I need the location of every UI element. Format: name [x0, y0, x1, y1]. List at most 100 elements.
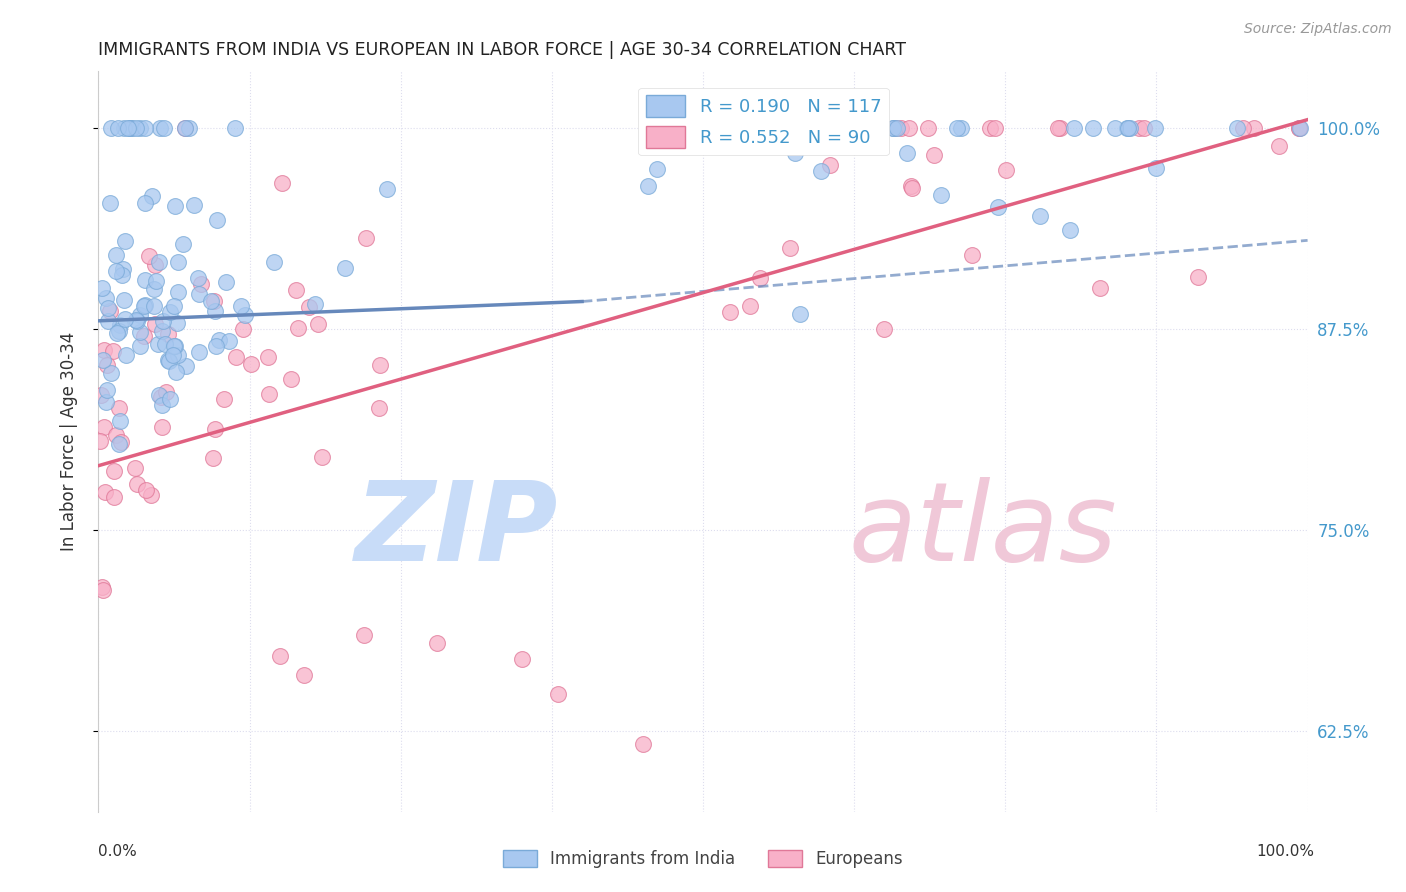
Point	[188, 345, 211, 359]
Point	[146, 337, 169, 351]
Point	[94, 484, 117, 499]
Point	[202, 294, 225, 309]
Point	[143, 317, 166, 331]
Point	[950, 120, 973, 135]
Point	[426, 636, 449, 650]
Point	[163, 339, 186, 353]
Point	[148, 255, 170, 269]
Point	[90, 387, 112, 401]
Point	[166, 316, 188, 330]
Point	[510, 652, 533, 666]
Point	[103, 344, 125, 359]
Point	[204, 422, 226, 436]
Point	[165, 199, 187, 213]
Point	[129, 339, 152, 353]
Point	[159, 392, 181, 407]
Text: 0.0%: 0.0%	[98, 845, 138, 859]
Point	[212, 392, 235, 406]
Point	[163, 299, 186, 313]
Point	[1059, 223, 1081, 237]
Point	[110, 434, 132, 449]
Point	[124, 120, 146, 135]
Point	[946, 120, 969, 135]
Point	[307, 317, 329, 331]
Point	[139, 487, 162, 501]
Point	[149, 390, 172, 404]
Point	[233, 308, 256, 322]
Point	[820, 158, 842, 172]
Point	[91, 353, 114, 368]
Point	[367, 401, 389, 415]
Point	[900, 179, 922, 194]
Point	[155, 385, 177, 400]
Point	[97, 301, 120, 315]
Point	[115, 348, 138, 362]
Point	[143, 282, 166, 296]
Point	[896, 145, 918, 160]
Point	[807, 120, 830, 135]
Point	[1232, 120, 1254, 135]
Point	[134, 298, 156, 312]
Point	[97, 314, 120, 328]
Point	[150, 398, 173, 412]
Point	[239, 357, 262, 371]
Point	[547, 687, 569, 701]
Point	[984, 120, 1007, 135]
Point	[1288, 120, 1310, 135]
Point	[897, 120, 920, 135]
Point	[1118, 120, 1140, 135]
Point	[100, 196, 122, 211]
Point	[173, 120, 195, 135]
Point	[960, 248, 983, 262]
Point	[157, 353, 180, 368]
Point	[257, 387, 280, 401]
Point	[287, 321, 309, 335]
Point	[125, 313, 148, 327]
Point	[356, 231, 378, 245]
Text: atlas: atlas	[848, 477, 1116, 584]
Point	[96, 291, 118, 305]
Point	[148, 120, 170, 135]
Point	[1116, 120, 1139, 135]
Point	[1243, 120, 1265, 135]
Point	[890, 120, 912, 135]
Point	[218, 334, 240, 348]
Point	[100, 303, 122, 318]
Point	[1081, 120, 1104, 135]
Point	[204, 339, 226, 353]
Point	[112, 293, 135, 307]
Point	[100, 120, 122, 135]
Point	[93, 420, 115, 434]
Point	[104, 264, 127, 278]
Point	[167, 347, 190, 361]
Point	[117, 120, 139, 135]
Point	[207, 212, 229, 227]
Point	[1049, 120, 1071, 135]
Point	[156, 327, 179, 342]
Point	[842, 120, 865, 135]
Point	[1063, 120, 1085, 135]
Point	[269, 648, 291, 663]
Point	[162, 348, 184, 362]
Point	[112, 261, 135, 276]
Point	[208, 334, 231, 348]
Point	[645, 161, 668, 176]
Point	[108, 437, 131, 451]
Point	[91, 281, 114, 295]
Point	[232, 322, 254, 336]
Point	[737, 120, 759, 135]
Point	[138, 249, 160, 263]
Point	[142, 299, 165, 313]
Point	[285, 283, 308, 297]
Point	[1115, 120, 1137, 135]
Point	[173, 120, 195, 135]
Point	[93, 582, 115, 597]
Point	[1143, 120, 1166, 135]
Point	[229, 300, 252, 314]
Point	[204, 304, 226, 318]
Point	[111, 268, 134, 283]
Point	[145, 274, 167, 288]
Point	[1288, 120, 1310, 135]
Point	[128, 120, 150, 135]
Point	[901, 180, 924, 194]
